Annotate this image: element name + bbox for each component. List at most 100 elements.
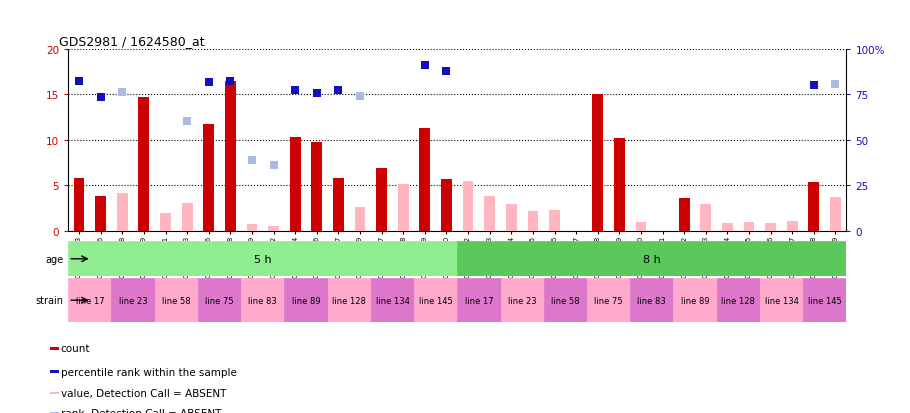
Bar xyxy=(592,95,603,231)
Bar xyxy=(722,223,733,231)
Bar xyxy=(462,181,473,231)
Text: line 75: line 75 xyxy=(594,296,622,305)
Bar xyxy=(717,279,760,322)
Point xyxy=(201,80,216,86)
Bar xyxy=(804,279,846,322)
Bar xyxy=(50,370,59,373)
Text: line 128: line 128 xyxy=(332,296,366,305)
Bar xyxy=(787,221,798,231)
Point xyxy=(418,63,432,69)
Bar xyxy=(398,185,409,231)
Bar xyxy=(376,169,387,231)
Bar xyxy=(247,224,258,231)
Bar xyxy=(68,279,111,322)
Text: GDS2981 / 1624580_at: GDS2981 / 1624580_at xyxy=(59,35,205,47)
Point xyxy=(828,82,843,88)
Text: line 145: line 145 xyxy=(808,296,842,305)
Bar xyxy=(333,178,344,231)
Bar xyxy=(420,128,430,231)
Point xyxy=(223,78,238,85)
Point xyxy=(806,83,821,89)
Bar xyxy=(96,197,106,231)
Point xyxy=(94,95,108,101)
Bar xyxy=(457,279,500,322)
Bar xyxy=(484,197,495,231)
Bar xyxy=(743,222,754,231)
Text: line 75: line 75 xyxy=(206,296,234,305)
Text: line 23: line 23 xyxy=(119,296,147,305)
Text: line 17: line 17 xyxy=(465,296,493,305)
Bar xyxy=(50,392,59,394)
Text: percentile rank within the sample: percentile rank within the sample xyxy=(61,367,237,377)
Bar xyxy=(501,279,544,322)
Point xyxy=(267,163,281,169)
Bar xyxy=(441,180,452,231)
Text: line 145: line 145 xyxy=(419,296,452,305)
Text: line 89: line 89 xyxy=(681,296,709,305)
Point xyxy=(72,78,86,85)
Bar xyxy=(830,198,841,231)
Bar xyxy=(765,223,776,231)
Bar xyxy=(630,279,673,322)
Bar xyxy=(268,227,279,231)
Bar xyxy=(74,178,85,231)
Bar xyxy=(673,279,717,322)
Point xyxy=(180,118,195,125)
Bar xyxy=(679,199,690,231)
Text: line 58: line 58 xyxy=(551,296,580,305)
Bar xyxy=(112,279,155,322)
Text: line 83: line 83 xyxy=(248,296,278,305)
Text: count: count xyxy=(61,344,90,354)
Bar xyxy=(50,412,59,413)
Bar xyxy=(198,279,241,322)
Bar xyxy=(414,279,458,322)
Bar xyxy=(284,279,328,322)
Text: value, Detection Call = ABSENT: value, Detection Call = ABSENT xyxy=(61,388,226,398)
Bar xyxy=(225,81,236,231)
Bar xyxy=(160,213,171,231)
Point xyxy=(440,69,454,76)
Bar xyxy=(506,204,517,231)
Bar xyxy=(614,139,625,231)
Text: line 134: line 134 xyxy=(764,296,798,305)
Text: rank, Detection Call = ABSENT: rank, Detection Call = ABSENT xyxy=(61,408,221,413)
Point xyxy=(309,91,324,97)
Bar xyxy=(355,208,366,231)
Point xyxy=(245,157,259,164)
Bar xyxy=(289,138,300,231)
Bar xyxy=(182,203,193,231)
Bar xyxy=(587,279,631,322)
Bar xyxy=(241,279,284,322)
Bar xyxy=(549,210,560,231)
Point xyxy=(115,90,129,97)
Text: 8 h: 8 h xyxy=(642,254,661,264)
Bar xyxy=(635,222,646,231)
Point xyxy=(288,87,302,94)
Text: line 17: line 17 xyxy=(76,296,104,305)
Bar xyxy=(371,279,414,322)
Bar xyxy=(760,279,804,322)
Bar xyxy=(328,279,371,322)
Text: line 58: line 58 xyxy=(162,296,190,305)
Bar xyxy=(457,242,846,277)
Text: line 23: line 23 xyxy=(508,296,536,305)
Bar xyxy=(203,125,214,231)
Bar xyxy=(155,279,197,322)
Text: line 83: line 83 xyxy=(637,296,666,305)
Text: 5 h: 5 h xyxy=(254,254,271,264)
Bar xyxy=(50,347,59,350)
Bar xyxy=(701,204,712,231)
Text: age: age xyxy=(46,254,64,264)
Text: line 134: line 134 xyxy=(376,296,410,305)
Bar xyxy=(116,194,127,231)
Bar xyxy=(311,142,322,231)
Text: line 128: line 128 xyxy=(722,296,755,305)
Bar xyxy=(68,242,458,277)
Text: line 89: line 89 xyxy=(292,296,320,305)
Bar xyxy=(808,182,819,231)
Bar xyxy=(138,98,149,231)
Point xyxy=(353,93,368,100)
Point xyxy=(331,87,346,94)
Bar xyxy=(544,279,587,322)
Text: strain: strain xyxy=(35,295,64,306)
